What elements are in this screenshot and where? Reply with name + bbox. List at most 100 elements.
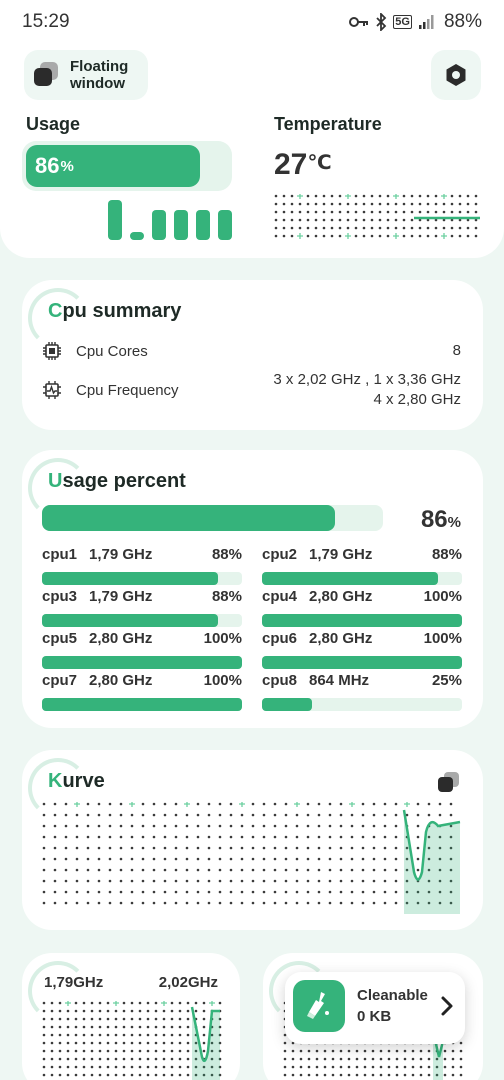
grid-dot bbox=[347, 1049, 351, 1053]
grid-dot bbox=[66, 1033, 70, 1037]
grid-dot bbox=[178, 1025, 182, 1029]
grid-dot bbox=[66, 1073, 70, 1077]
grid-dot bbox=[370, 202, 374, 206]
grid-dot bbox=[130, 890, 134, 894]
grid-dot bbox=[64, 824, 68, 828]
grid-dot bbox=[438, 868, 442, 872]
cleanable-title: Cleanable bbox=[357, 987, 428, 1004]
grid-dot bbox=[251, 901, 255, 905]
grid-dot bbox=[314, 218, 318, 222]
grid-dot bbox=[394, 879, 398, 883]
card-decor-arc bbox=[269, 961, 329, 1021]
grid-dot bbox=[291, 1049, 295, 1053]
grid-dot bbox=[338, 202, 342, 206]
grid-dot bbox=[42, 824, 46, 828]
floating-window-button[interactable]: Floating window bbox=[24, 50, 148, 100]
grid-dot bbox=[130, 868, 134, 872]
cpu-core-usage-fill bbox=[262, 614, 462, 627]
grid-dot bbox=[339, 901, 343, 905]
grid-dot bbox=[273, 824, 277, 828]
grid-dot bbox=[146, 1073, 150, 1077]
grid-dot bbox=[331, 1073, 335, 1077]
grid-dot bbox=[58, 1025, 62, 1029]
grid-dot bbox=[314, 202, 318, 206]
grid-dot bbox=[42, 857, 46, 861]
grid-dot bbox=[98, 1073, 102, 1077]
grid-dot bbox=[306, 846, 310, 850]
grid-dot bbox=[58, 1017, 62, 1021]
grid-dot bbox=[339, 846, 343, 850]
grid-dot bbox=[449, 879, 453, 883]
grid-dot bbox=[210, 1041, 214, 1045]
cpu-core-item: cpu4 2,80 GHz 100% bbox=[262, 588, 462, 628]
grid-dot bbox=[322, 194, 326, 198]
grid-plus-mark bbox=[349, 802, 355, 807]
grid-dot bbox=[283, 1057, 287, 1061]
grid-dot bbox=[273, 813, 277, 817]
grid-dot bbox=[317, 868, 321, 872]
cleanable-button[interactable]: Cleanable 0 KB bbox=[285, 972, 465, 1044]
grid-dot bbox=[141, 835, 145, 839]
usage-title: Usage bbox=[26, 114, 81, 134]
grid-dot bbox=[459, 1073, 463, 1077]
grid-dot bbox=[361, 846, 365, 850]
grid-dot bbox=[317, 857, 321, 861]
grid-dot bbox=[284, 846, 288, 850]
grid-dot bbox=[106, 1009, 110, 1013]
grid-dot bbox=[210, 1033, 214, 1037]
grid-dot bbox=[338, 234, 342, 238]
grid-dot bbox=[328, 901, 332, 905]
grid-dot bbox=[372, 835, 376, 839]
grid-dot bbox=[163, 879, 167, 883]
grid-dot bbox=[323, 1065, 327, 1069]
grid-dot bbox=[419, 1073, 423, 1077]
usage-progress-track: 86% bbox=[22, 141, 232, 191]
grid-dot bbox=[130, 901, 134, 905]
grid-dot bbox=[42, 879, 46, 883]
grid-dot bbox=[405, 901, 409, 905]
cpu-core-percent: 88% bbox=[211, 546, 242, 563]
cpu-core-frequency: 1,79 GHz bbox=[309, 546, 373, 563]
cpu-cores-label: Cpu Cores bbox=[76, 343, 148, 360]
grid-dot bbox=[202, 1065, 206, 1069]
cpu-core-usage-fill bbox=[42, 572, 218, 585]
cpu-chip-icon bbox=[43, 342, 61, 360]
grid-dot bbox=[218, 802, 222, 806]
grid-dot bbox=[170, 1065, 174, 1069]
grid-dot bbox=[74, 1065, 78, 1069]
kurve-floating-icon[interactable] bbox=[438, 772, 460, 794]
usage-mini-bar bbox=[152, 210, 166, 240]
grid-dot bbox=[207, 824, 211, 828]
grid-dot bbox=[218, 1073, 222, 1077]
grid-dot bbox=[106, 1057, 110, 1061]
grid-dot bbox=[108, 879, 112, 883]
settings-button[interactable] bbox=[431, 50, 481, 100]
grid-dot bbox=[363, 1065, 367, 1069]
grid-dot bbox=[438, 802, 442, 806]
grid-dot bbox=[290, 234, 294, 238]
grid-dot bbox=[130, 1033, 134, 1037]
cpu-summary-title-rest: pu summary bbox=[62, 300, 182, 322]
grid-dot bbox=[330, 218, 334, 222]
grid-dot bbox=[284, 802, 288, 806]
grid-dot bbox=[154, 1073, 158, 1077]
grid-dot bbox=[442, 226, 446, 230]
grid-dot bbox=[362, 234, 366, 238]
grid-dot bbox=[194, 1049, 198, 1053]
total-usage-percent: 86% bbox=[421, 506, 461, 534]
grid-dot bbox=[42, 868, 46, 872]
grid-dot bbox=[295, 868, 299, 872]
grid-dot bbox=[284, 813, 288, 817]
grid-dot bbox=[122, 1057, 126, 1061]
total-usage-value: 86 bbox=[420, 506, 448, 533]
grid-dot bbox=[426, 234, 430, 238]
grid-dot bbox=[372, 879, 376, 883]
grid-dot bbox=[262, 879, 266, 883]
grid-dot bbox=[229, 846, 233, 850]
grid-dot bbox=[90, 1065, 94, 1069]
grid-dot bbox=[185, 824, 189, 828]
grid-dot bbox=[114, 1017, 118, 1021]
grid-dot bbox=[273, 868, 277, 872]
grid-dot bbox=[42, 1041, 46, 1045]
grid-dot bbox=[229, 835, 233, 839]
